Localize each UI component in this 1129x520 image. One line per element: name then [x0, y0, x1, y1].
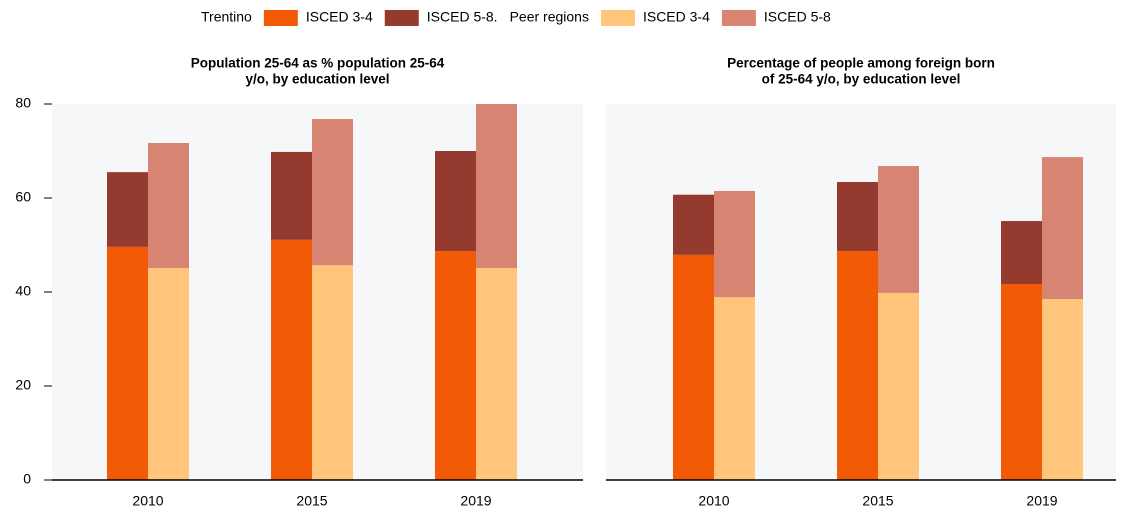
y-tick-label: 40: [15, 283, 31, 299]
bar-segment: [435, 251, 476, 480]
x-tick-label: 2015: [296, 493, 327, 509]
bar-segment: [1042, 157, 1083, 300]
bar-segment: [312, 265, 353, 480]
bar-segment: [673, 194, 714, 255]
bar-segment: [148, 143, 189, 269]
bar-segment: [148, 268, 189, 480]
legend-swatch: [721, 10, 756, 26]
y-tick-label: 60: [15, 189, 31, 205]
bar-segment: [476, 104, 517, 269]
bar-segment: [312, 119, 353, 266]
x-tick-label: 2010: [698, 493, 729, 509]
chart-title: y/o, by education level: [245, 72, 389, 87]
bar-segment: [714, 297, 755, 480]
legend-swatch: [384, 10, 419, 26]
y-tick-label: 0: [23, 471, 31, 487]
chart-title: of 25-64 y/o, by education level: [762, 72, 961, 87]
legend-label: ISCED 3-4: [306, 9, 373, 25]
bar-segment: [1001, 221, 1042, 285]
bar-segment: [435, 151, 476, 252]
bar-segment: [673, 254, 714, 480]
bar-segment: [714, 190, 755, 298]
bar-segment: [271, 151, 312, 240]
bar-segment: [1001, 284, 1042, 480]
y-tick-label: 80: [15, 95, 31, 111]
x-tick-label: 2010: [132, 493, 163, 509]
bar-segment: [107, 246, 148, 480]
bar-segment: [878, 166, 919, 293]
x-tick-label: 2019: [460, 493, 491, 509]
legend-label: ISCED 5-8.: [427, 9, 498, 25]
bar-segment: [837, 251, 878, 480]
bar-segment: [837, 182, 878, 252]
legend-swatch: [263, 10, 298, 26]
bar-segment: [271, 239, 312, 480]
legend-label: ISCED 5-8: [764, 9, 831, 25]
chart-title: Percentage of people among foreign born: [727, 56, 995, 71]
x-tick-label: 2019: [1026, 493, 1057, 509]
bar-segment: [476, 268, 517, 480]
legend-group-label: Peer regions: [510, 9, 589, 25]
bar-segment: [878, 292, 919, 480]
x-tick-label: 2015: [862, 493, 893, 509]
legend-label: ISCED 3-4: [643, 9, 710, 25]
bar-segment: [1042, 299, 1083, 480]
legend-swatch: [600, 10, 635, 26]
legend-group-label: Trentino: [201, 9, 252, 25]
chart-title: Population 25-64 as % population 25-64: [191, 56, 445, 71]
y-tick-label: 20: [15, 377, 31, 393]
bar-segment: [107, 172, 148, 247]
